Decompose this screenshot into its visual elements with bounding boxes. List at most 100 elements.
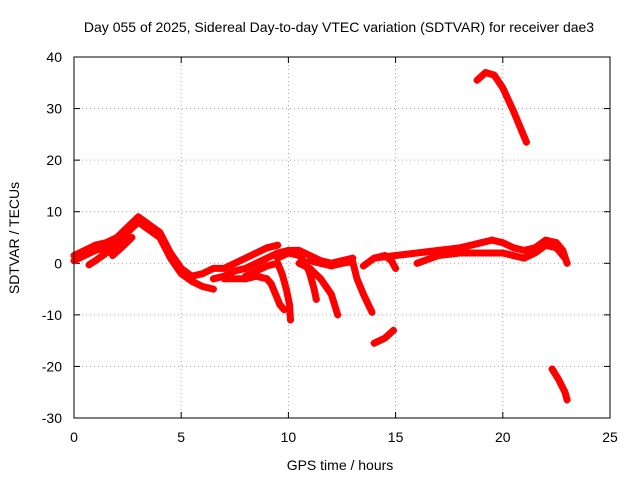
x-axis-label: GPS time / hours — [287, 457, 394, 473]
data-point — [368, 308, 376, 316]
data-point — [370, 339, 378, 347]
data-point — [510, 107, 518, 115]
data-point — [488, 236, 496, 244]
data-point — [542, 241, 550, 249]
plot-frame — [73, 56, 611, 419]
data-point — [85, 261, 93, 269]
data-point — [274, 254, 282, 262]
series-line — [548, 365, 571, 404]
data-point — [317, 275, 325, 283]
data-point — [392, 252, 400, 260]
data-point — [282, 285, 290, 293]
data-point — [334, 311, 342, 319]
series-arc-main-lower — [70, 218, 217, 293]
data-point — [563, 396, 571, 404]
data-point — [473, 76, 481, 84]
data-point — [359, 262, 367, 270]
data-point — [477, 249, 485, 257]
data-point — [287, 316, 295, 324]
data-layer — [70, 68, 571, 404]
y-tick-label: 30 — [46, 101, 62, 117]
y-tick-label: 40 — [46, 49, 62, 65]
data-point — [563, 259, 571, 267]
series-line — [413, 241, 569, 267]
series-arc-j — [370, 236, 571, 267]
data-point — [520, 254, 528, 262]
data-point — [520, 133, 528, 141]
data-point — [389, 326, 397, 334]
x-tick-label: 5 — [177, 429, 185, 445]
data-point — [295, 259, 303, 267]
data-point — [199, 270, 207, 278]
data-point — [220, 275, 228, 283]
data-point — [561, 254, 569, 262]
data-point — [312, 295, 320, 303]
data-point — [242, 272, 250, 280]
data-point — [310, 285, 318, 293]
data-point — [272, 290, 280, 298]
series-arc-n — [548, 365, 571, 404]
y-tick-label: 0 — [54, 255, 62, 271]
data-point — [81, 252, 89, 260]
data-point — [520, 246, 528, 254]
data-point — [252, 249, 260, 257]
data-point — [499, 239, 507, 247]
data-point — [555, 375, 563, 383]
data-point — [434, 252, 442, 260]
data-point — [252, 259, 260, 267]
data-point — [413, 259, 421, 267]
data-point — [306, 257, 314, 265]
data-point — [490, 71, 498, 79]
data-point — [353, 275, 361, 283]
data-point — [263, 254, 271, 262]
series-arc-h — [306, 257, 376, 316]
y-tick-label: 10 — [46, 204, 62, 220]
data-point — [124, 228, 132, 236]
data-point — [477, 239, 485, 247]
data-point — [456, 249, 464, 257]
data-point — [327, 262, 335, 270]
data-point — [276, 301, 284, 309]
data-point — [522, 138, 530, 146]
y-axis-label: SDTVAR / TECUs — [6, 182, 22, 294]
data-point — [338, 259, 346, 267]
data-point — [263, 244, 271, 252]
data-point — [231, 267, 239, 275]
data-point — [145, 226, 153, 234]
chart-title: Day 055 of 2025, Sidereal Day-to-day VTE… — [84, 19, 594, 35]
data-point — [370, 254, 378, 262]
data-point — [117, 244, 125, 252]
data-point — [531, 249, 539, 257]
data-point — [359, 290, 367, 298]
data-point — [482, 68, 490, 76]
data-point — [109, 252, 117, 260]
data-point — [499, 84, 507, 92]
data-point — [295, 252, 303, 260]
data-point — [263, 262, 271, 270]
data-point — [177, 270, 185, 278]
data-point — [156, 234, 164, 241]
series-line — [85, 244, 121, 269]
tick-layer: 0 5 10 15 20 25 -30 -20 -10 0 10 20 30 40 — [42, 49, 618, 445]
x-tick-label: 10 — [281, 429, 297, 445]
data-point — [91, 257, 99, 265]
series-arc-g — [295, 259, 342, 319]
data-point — [252, 267, 260, 275]
y-tick-label: -30 — [42, 410, 62, 426]
x-tick-label: 15 — [388, 429, 404, 445]
series-arc-m — [370, 326, 397, 347]
x-tick-label: 25 — [602, 429, 618, 445]
data-point — [278, 270, 286, 278]
data-point — [349, 258, 357, 266]
data-point — [267, 280, 275, 288]
data-point — [263, 275, 271, 283]
data-point — [548, 365, 556, 373]
x-tick-label: 20 — [495, 429, 511, 445]
data-point — [128, 234, 136, 241]
series-arc-k — [413, 241, 569, 267]
data-point — [284, 249, 292, 257]
x-tick-label: 0 — [70, 429, 78, 445]
y-tick-label: -10 — [42, 307, 62, 323]
data-point — [274, 241, 282, 249]
